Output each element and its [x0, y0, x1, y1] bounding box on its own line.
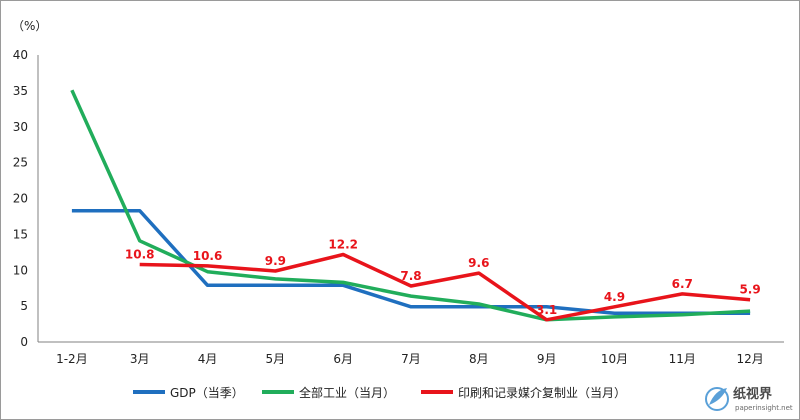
y-tick-label: 15: [13, 227, 28, 241]
y-tick-label: 5: [20, 299, 28, 313]
data-label: 9.9: [265, 254, 286, 268]
legend-label-gdp: GDP（当季）: [170, 386, 244, 400]
x-tick-label: 9月: [537, 352, 557, 366]
x-tick-label: 8月: [469, 352, 489, 366]
y-tick-label: 20: [13, 192, 28, 206]
y-tick-label: 25: [13, 156, 28, 170]
y-tick-label: 10: [13, 263, 28, 277]
data-label: 4.9: [604, 290, 625, 304]
x-tick-label: 12月: [736, 352, 763, 366]
data-label: 5.9: [739, 283, 760, 297]
data-label: 10.6: [193, 249, 223, 263]
logo-mark-icon: [705, 387, 729, 411]
watermark-logo: 纸视界 paperinsight.net: [705, 386, 793, 412]
data-label: 12.2: [328, 237, 358, 251]
x-tick-label: 4月: [198, 352, 218, 366]
data-label: 9.6: [468, 256, 489, 270]
y-tick-label: 35: [13, 84, 28, 98]
data-labels: 10.8 10.6 9.9 12.2 7.8 9.6 3.1 4.9 6.7 5.9: [125, 237, 761, 316]
x-tick-label: 6月: [333, 352, 353, 366]
y-tick-labels: 0 5 10 15 20 25 30 35 40: [13, 48, 28, 349]
y-tick-label: 40: [13, 48, 28, 62]
series-line-2: [139, 252, 751, 322]
x-tick-labels: 1-2月 3月 4月 5月 6月 7月 8月 9月 10月 11月 12月: [56, 352, 764, 366]
x-tick-label: 5月: [266, 352, 286, 366]
x-tick-label: 11月: [669, 352, 696, 366]
watermark-text: 纸视界: [733, 386, 772, 402]
series-line-0: [71, 208, 751, 316]
data-label: 7.8: [400, 269, 421, 283]
logo-leaf-icon: [709, 388, 727, 405]
y-tick-label: 30: [13, 120, 28, 134]
y-unit-label: （%）: [12, 19, 47, 33]
x-tick-label: 10月: [601, 352, 628, 366]
data-label: 3.1: [536, 303, 557, 317]
x-tick-label: 7月: [401, 352, 421, 366]
series-lines: [70, 89, 751, 322]
data-label: 10.8: [125, 248, 155, 262]
legend: GDP（当季） 全部工业（当月） 印刷和记录媒介复制业（当月）: [133, 385, 626, 400]
legend-label-printing: 印刷和记录媒介复制业（当月）: [458, 386, 626, 400]
watermark-url: paperinsight.net: [735, 404, 793, 412]
x-tick-label: 1-2月: [56, 352, 88, 366]
legend-label-industry: 全部工业（当月）: [299, 385, 395, 400]
y-tick-label: 0: [20, 335, 28, 349]
data-label: 6.7: [672, 277, 693, 291]
series-line-1: [70, 89, 751, 322]
x-tick-label: 3月: [130, 352, 150, 366]
